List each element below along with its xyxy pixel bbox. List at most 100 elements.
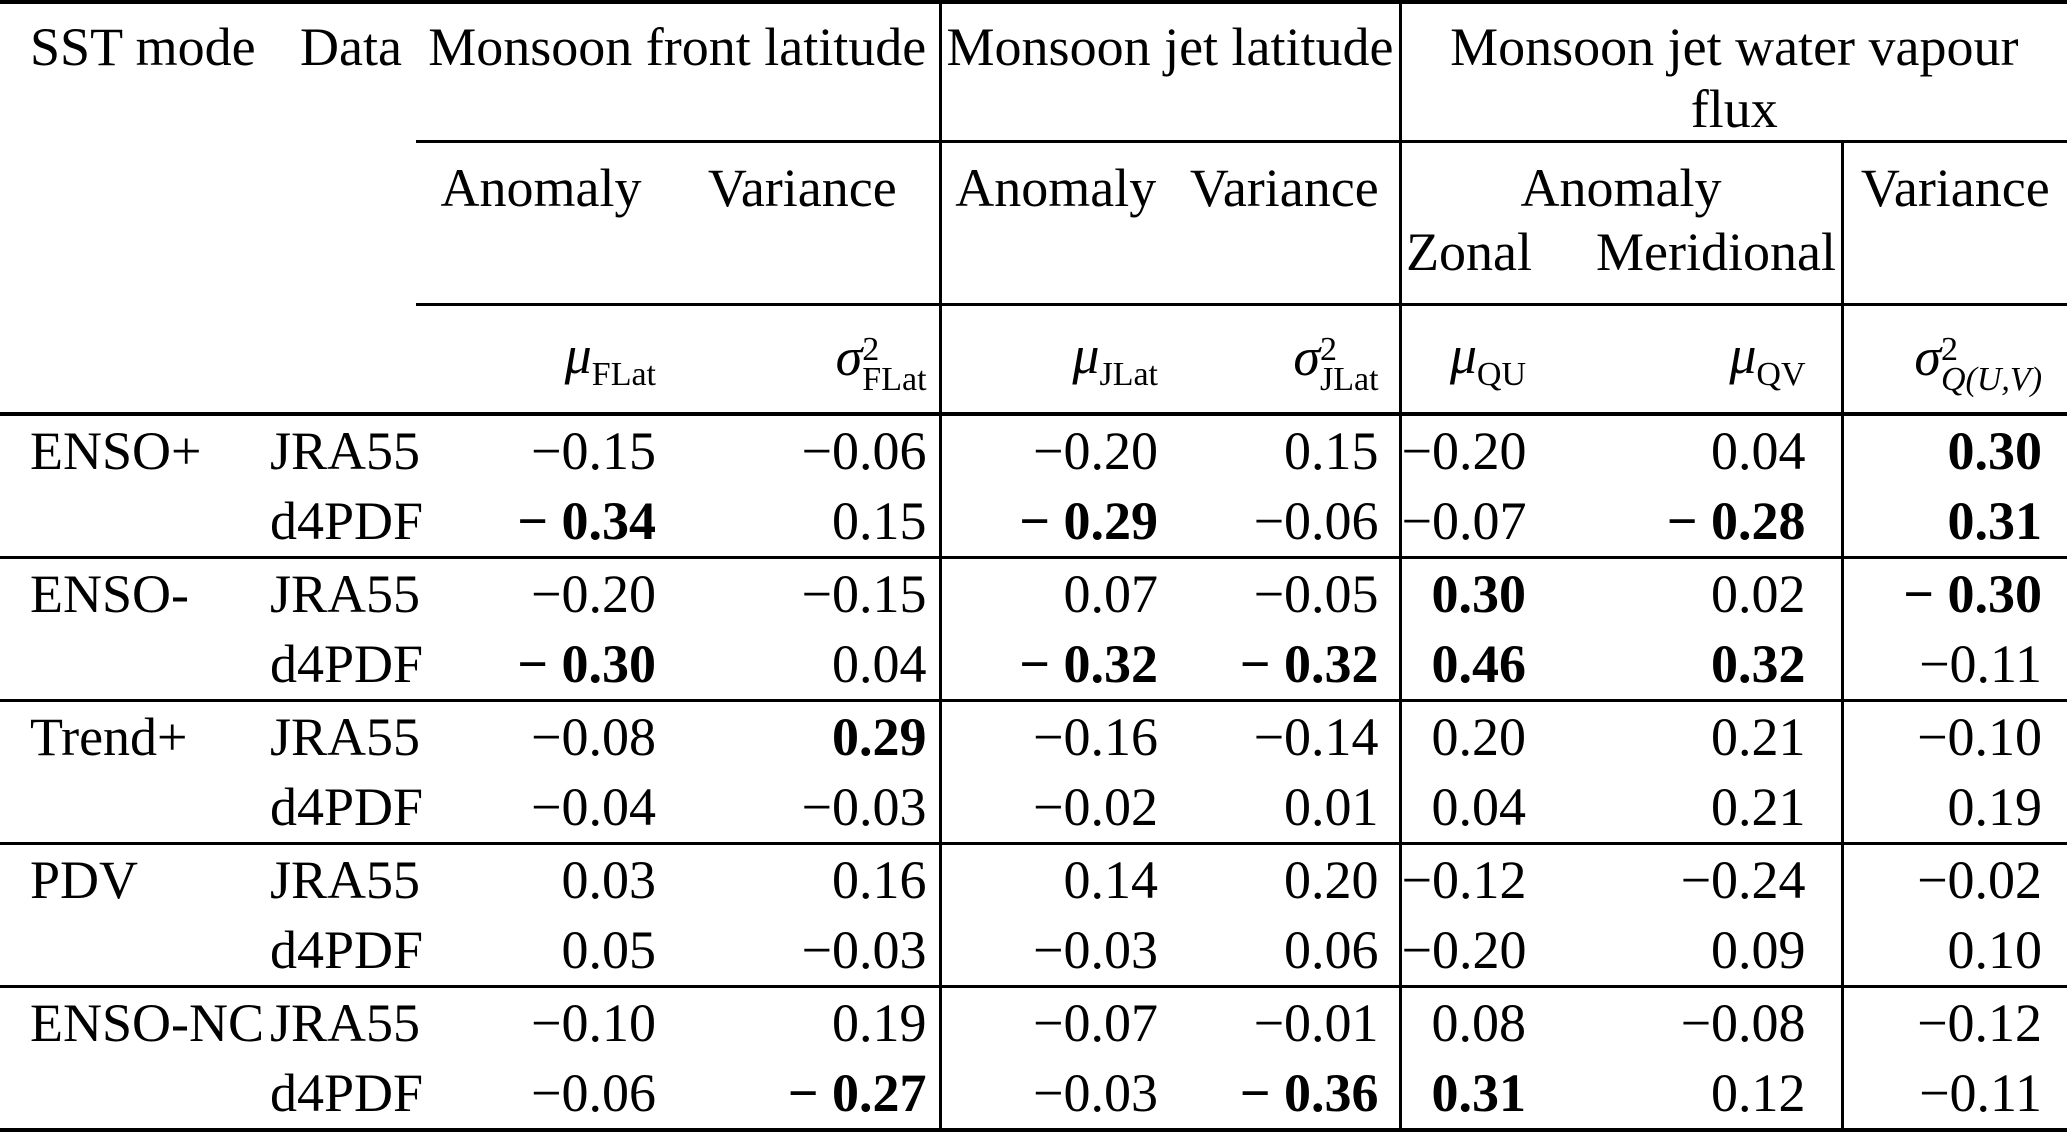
- value-cell: −0.03: [801, 920, 927, 980]
- symbol-subscript: FLat: [591, 356, 656, 393]
- header-group-row: SST mode Data Monsoon front latitude Mon…: [0, 2, 2067, 416]
- value-cell: −0.04: [531, 777, 656, 837]
- value-cell: 0.19: [1840, 772, 2067, 844]
- value-cell: −0.11: [1840, 629, 2067, 701]
- table-body: ENSO+ JRA55 −0.15 −0.06 −0.20 0.15 −0.20 0.04 0.…: [0, 414, 2067, 1130]
- symbol-supsub: 2 JLat: [1319, 331, 1379, 399]
- value-cell: −0.10: [1840, 699, 2067, 772]
- value-cell: −0.12: [1398, 842, 1541, 915]
- sst-mode-cell: [0, 772, 270, 844]
- value-cell: 0.29: [666, 699, 941, 772]
- data-source-cell: JRA55: [270, 556, 420, 629]
- value-cell: 0.32: [1711, 634, 1806, 694]
- symbol-base: σ: [1914, 326, 1941, 387]
- value-cell: − 0.27: [787, 1063, 927, 1123]
- subheader-meridional: Meridional: [1596, 222, 1836, 282]
- sst-mode-cell: ENSO+: [30, 421, 202, 481]
- value-cell: −0.15: [666, 556, 941, 629]
- data-source-cell: JRA55: [270, 699, 420, 772]
- sst-mode-cell: [0, 915, 270, 987]
- value-cell: −0.02: [938, 772, 1171, 844]
- value-cell: 0.15: [1284, 421, 1379, 481]
- sst-mode-cell: ENSO-: [0, 556, 270, 629]
- data-source-cell: JRA55: [270, 842, 420, 915]
- symbol-σ-JLat: σ 2 JLat: [1170, 304, 1401, 416]
- value-cell: −0.12: [1840, 985, 2067, 1058]
- value-cell: −0.06: [1253, 491, 1379, 551]
- value-cell: 0.30: [1840, 414, 2067, 486]
- value-cell: 0.31: [1398, 1058, 1541, 1130]
- value-cell: −0.05: [1170, 556, 1401, 629]
- header-subgroup-row: Anomaly Variance Anomaly Variance Anomal…: [0, 141, 2067, 306]
- column-header-data: Data: [270, 2, 416, 416]
- subheader-variance-front: Variance: [666, 141, 941, 306]
- table-row-PDV-d4PDF: d4PDF 0.05 −0.03 −0.03 0.06 −0.20 0.09 0.10: [0, 915, 2067, 987]
- value-cell: −0.01: [1170, 985, 1401, 1058]
- symbol-σ-Q(U,V): σ 2 Q(U,V): [1840, 304, 2067, 416]
- table-row-ENSO+-JRA55: ENSO+ JRA55 −0.15 −0.06 −0.20 0.15 −0.20 0.04 0.…: [0, 414, 2067, 486]
- value-cell: − 0.30: [1840, 556, 2067, 629]
- data-source-cell: d4PDF: [270, 634, 424, 694]
- subheader-anomaly-front: Anomaly: [416, 141, 666, 306]
- symbol-μ-QU: μQU: [1398, 304, 1541, 416]
- value-cell: −0.08: [416, 699, 666, 772]
- sst-mode-cell: [0, 629, 270, 701]
- value-cell: 0.01: [1284, 777, 1379, 837]
- symbol-μ-QV: μQV: [1540, 304, 1843, 416]
- value-cell: −0.07: [938, 985, 1171, 1058]
- value-cell: 0.03: [416, 842, 666, 915]
- subheader-anomaly-jet: Anomaly: [938, 141, 1171, 306]
- value-cell: −0.20: [416, 556, 666, 629]
- sst-mode-cell: PDV: [0, 842, 270, 915]
- data-source-cell: d4PDF: [270, 491, 424, 551]
- column-header-sst-mode: SST mode: [0, 2, 270, 416]
- value-cell: −0.10: [416, 985, 666, 1058]
- value-cell: 0.08: [1398, 985, 1541, 1058]
- value-cell: 0.09: [1711, 920, 1806, 980]
- value-cell: 0.05: [561, 920, 657, 980]
- value-cell: 0.19: [666, 985, 941, 1058]
- data-source-cell: JRA55: [270, 985, 420, 1058]
- table-row-PDV-JRA55: PDV JRA55 0.03 0.16 0.14 0.20 −0.12 −0.24 −0.02: [0, 842, 2067, 915]
- value-cell: −0.02: [1840, 842, 2067, 915]
- value-cell: − 0.34: [517, 491, 656, 551]
- value-cell: −0.16: [938, 699, 1171, 772]
- value-cell: − 0.30: [517, 634, 656, 694]
- value-cell: −0.15: [531, 421, 656, 481]
- symbol-base: σ: [835, 326, 863, 387]
- value-cell: 0.31: [1840, 486, 2067, 558]
- value-cell: 0.04: [1398, 772, 1541, 844]
- symbol-subscript: QV: [1756, 356, 1806, 393]
- value-cell: −0.14: [1170, 699, 1401, 772]
- value-cell: 0.12: [1711, 1063, 1806, 1123]
- value-cell: − 0.29: [938, 486, 1171, 558]
- value-cell: 0.46: [1398, 629, 1541, 701]
- subheader-zonal: Zonal: [1406, 222, 1533, 282]
- symbol-μ-JLat: μJLat: [938, 304, 1171, 416]
- symbol-base: μ: [564, 325, 592, 385]
- table-row-ENSO+-d4PDF: d4PDF − 0.34 0.15− 0.29 −0.06 −0.07 − 0.28 0.3…: [0, 486, 2067, 558]
- symbol-subscript: JLat: [1099, 356, 1159, 393]
- sst-mode-cell: ENSO-NC: [0, 985, 270, 1058]
- value-cell: 0.16: [666, 842, 941, 915]
- table-header: SST mode Data Monsoon front latitude Mon…: [0, 2, 2067, 416]
- value-cell: 0.07: [938, 556, 1171, 629]
- value-cell: −0.03: [938, 1058, 1171, 1130]
- value-cell: −0.20: [1398, 915, 1541, 987]
- symbol-base: σ: [1293, 326, 1320, 387]
- symbol-supsub: 2 FLat: [862, 331, 927, 399]
- value-cell: 0.30: [1398, 556, 1541, 629]
- value-cell: −0.07: [1398, 486, 1541, 558]
- value-cell: − 0.32: [1239, 634, 1379, 694]
- value-cell: −0.08: [1540, 985, 1843, 1058]
- value-cell: − 0.28: [1666, 491, 1806, 551]
- value-cell: 0.14: [938, 842, 1171, 915]
- symbol-μ-FLat: μFLat: [416, 304, 666, 416]
- value-cell: −0.03: [801, 777, 927, 837]
- value-cell: 0.21: [1540, 699, 1843, 772]
- table-row-Trend+-JRA55: Trend+ JRA55 −0.08 0.29 −0.16 −0.14 0.20 0.21 −0…: [0, 699, 2067, 772]
- value-cell: −0.24: [1540, 842, 1843, 915]
- symbol-base: μ: [1729, 325, 1757, 385]
- value-cell: −0.06: [801, 421, 927, 481]
